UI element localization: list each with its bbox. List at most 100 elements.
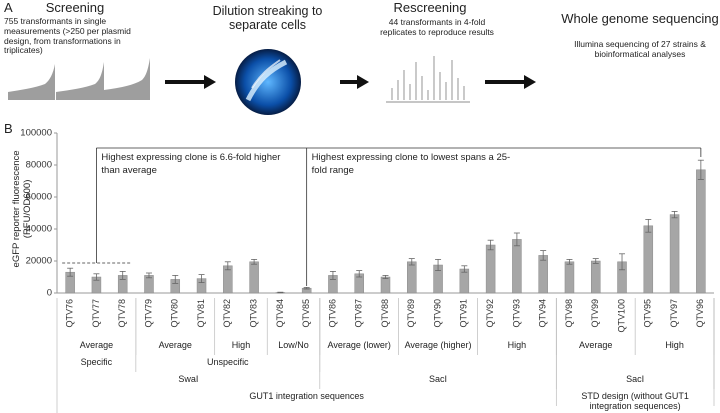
group-label: High xyxy=(231,340,251,350)
group-label: Specific xyxy=(80,357,113,367)
x-tick-label: QTV94 xyxy=(538,299,548,328)
error-bar xyxy=(119,270,126,280)
x-tick-label: QTV81 xyxy=(196,299,206,328)
annotation: Highest expressing clone is 6.6-fold hig… xyxy=(101,152,281,177)
error-bar xyxy=(487,239,494,251)
error-bar xyxy=(251,258,258,265)
step-text: 755 transformants in single measurements… xyxy=(4,16,131,56)
x-tick-label: QTV99 xyxy=(590,299,600,328)
x-tick-label: QTV84 xyxy=(275,299,285,328)
x-tick-label: QTV82 xyxy=(222,299,232,328)
group-label: SacI xyxy=(626,374,645,384)
error-bar xyxy=(671,210,678,219)
arrows xyxy=(165,75,536,89)
group-label: SwaI xyxy=(178,374,199,384)
bar xyxy=(380,276,391,294)
bar xyxy=(669,214,680,294)
error-bar xyxy=(329,270,336,280)
error-bar xyxy=(93,273,100,281)
error-bar xyxy=(540,250,547,261)
error-bar xyxy=(592,258,599,264)
group-label: Unspecific xyxy=(207,357,249,367)
panel-label: A xyxy=(4,0,13,15)
x-tick-label: QTV89 xyxy=(406,299,416,328)
screening-histograms xyxy=(8,58,150,100)
x-tick-label: QTV80 xyxy=(170,299,180,328)
group-label: High xyxy=(665,340,684,350)
group-label: Average xyxy=(158,340,192,350)
error-bar xyxy=(198,274,205,284)
panel-label: B xyxy=(4,121,13,136)
bar xyxy=(643,225,654,294)
error-bar xyxy=(145,272,152,279)
group-label: Average xyxy=(79,340,114,350)
group-label: Low/No xyxy=(278,340,309,350)
group-label: GUT1 integration sequences xyxy=(249,391,364,401)
x-tick-label: QTV85 xyxy=(301,299,311,328)
x-tick-label: QTV77 xyxy=(91,299,101,328)
error-bar xyxy=(356,270,363,278)
x-tick-label: QTV87 xyxy=(354,299,364,328)
bar xyxy=(538,255,548,294)
x-tick-label: QTV95 xyxy=(643,299,653,328)
x-tick-label: QTV98 xyxy=(564,299,574,328)
bar xyxy=(407,261,417,294)
error-bar xyxy=(382,274,389,280)
y-tick-label: 60000 xyxy=(26,192,52,203)
step-text: 44 transformants in 4-fold replicates to… xyxy=(380,17,494,37)
bar xyxy=(564,261,575,294)
x-tick-label: QTV90 xyxy=(432,299,442,328)
bar xyxy=(696,169,706,294)
error-bar xyxy=(697,159,704,180)
bar xyxy=(512,239,522,294)
bar xyxy=(249,261,259,294)
group-label: Average (higher) xyxy=(404,340,472,350)
group-label: STD design (without GUT1 integration seq… xyxy=(581,391,689,412)
group-label: SacI xyxy=(429,374,448,384)
step-title: Whole genome sequencing xyxy=(561,11,719,26)
y-tick-label: 0 xyxy=(47,288,52,299)
error-bar xyxy=(619,253,626,271)
x-tick-label: QTV83 xyxy=(248,299,258,328)
error-bar xyxy=(172,274,179,284)
x-tick-label: QTV88 xyxy=(380,299,390,328)
x-tick-label: QTV96 xyxy=(695,299,705,328)
step-title: Screening xyxy=(45,0,105,15)
error-bar xyxy=(435,258,442,272)
y-tick-label: 100000 xyxy=(20,128,52,139)
annotation: Highest expressing clone to lowest spans… xyxy=(311,152,511,177)
step-title: Rescreening xyxy=(393,0,467,15)
bar xyxy=(590,260,601,294)
error-bar xyxy=(513,232,520,247)
error-bar xyxy=(408,258,415,266)
x-tick-label: QTV86 xyxy=(327,299,337,328)
petri-dish xyxy=(235,49,301,115)
y-tick-label: 80000 xyxy=(26,160,52,171)
x-tick-label: QTV97 xyxy=(669,299,679,328)
error-bar xyxy=(67,267,74,277)
error-bar xyxy=(645,218,652,233)
step-title: Dilution streaking to separate cells xyxy=(212,4,323,33)
group-label: Average xyxy=(579,340,613,350)
x-tick-label: QTV76 xyxy=(65,299,75,328)
x-tick-label: QTV79 xyxy=(143,299,153,328)
y-axis-label: eGFP reporter fluorescence (RFU/OD600) xyxy=(11,150,33,268)
rescreen-plot xyxy=(386,56,470,103)
y-tick-label: 40000 xyxy=(26,224,52,235)
error-bar xyxy=(566,258,573,265)
error-bar xyxy=(224,261,231,271)
error-bar xyxy=(303,286,310,290)
x-tick-label: QTV91 xyxy=(459,299,469,328)
x-tick-label: QTV93 xyxy=(511,299,521,328)
group-label: High xyxy=(507,340,527,350)
error-bar xyxy=(277,291,284,294)
x-tick-label: QTV92 xyxy=(485,299,495,328)
bar xyxy=(485,244,496,294)
error-bar xyxy=(461,265,468,273)
step-text: Illumina sequencing of 27 strains & bioi… xyxy=(574,39,706,59)
x-tick-label: QTV78 xyxy=(117,299,127,328)
y-tick-label: 20000 xyxy=(26,256,52,267)
x-tick-label: QTV100 xyxy=(616,299,626,333)
